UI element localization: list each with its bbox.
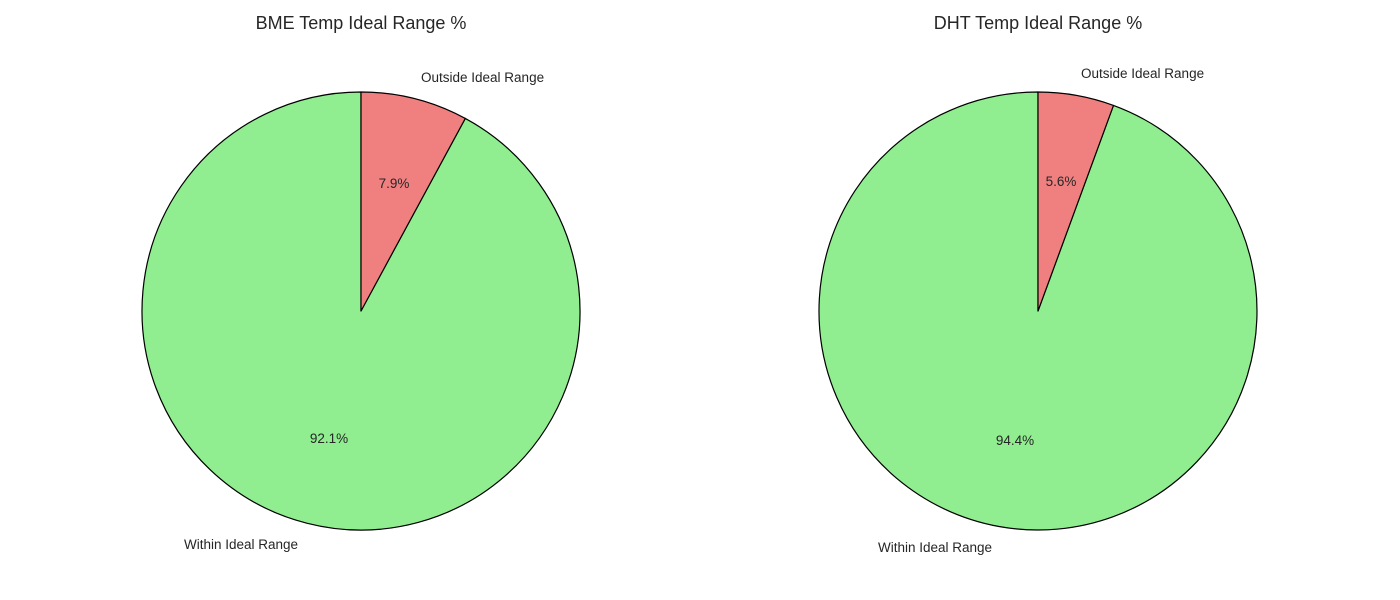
slice-label-dht-outside: Outside Ideal Range (1081, 66, 1204, 81)
chart-title-dht: DHT Temp Ideal Range % (934, 13, 1142, 33)
pie-chart-dht: DHT Temp Ideal Range % Within Ideal Rang… (818, 13, 1258, 555)
pct-label-bme-outside: 7.9% (379, 176, 410, 191)
pie-slices-dht (818, 91, 1258, 531)
pct-label-dht-outside: 5.6% (1046, 174, 1077, 189)
pie-slice-dht-outside (1037, 91, 1115, 312)
pie-slices-bme (141, 91, 581, 531)
pct-label-bme-within: 92.1% (310, 431, 348, 446)
pct-label-dht-within: 94.4% (996, 433, 1034, 448)
pie-slice-bme-outside (360, 91, 466, 312)
slice-label-bme-within: Within Ideal Range (184, 537, 298, 552)
slice-label-bme-outside: Outside Ideal Range (421, 70, 544, 85)
slice-label-dht-within: Within Ideal Range (878, 540, 992, 555)
chart-title-bme: BME Temp Ideal Range % (256, 13, 467, 33)
pie-chart-bme: BME Temp Ideal Range % Within Ideal Rang… (141, 13, 581, 552)
